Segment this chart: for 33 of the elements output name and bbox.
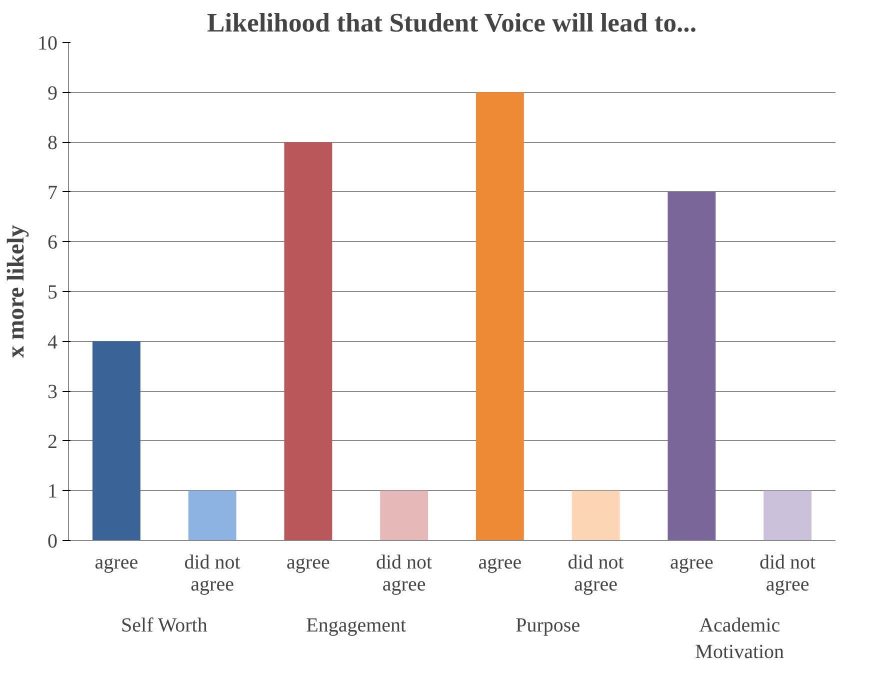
bar (380, 490, 428, 540)
y-tick-label: 4 (48, 331, 58, 354)
x-tick-label: agree (94, 552, 138, 574)
x-tick-label: agree (478, 552, 522, 574)
y-tick-label: 5 (48, 282, 58, 304)
y-tick-label: 9 (48, 82, 58, 104)
y-tick-label: 10 (38, 32, 58, 54)
x-tick-label: did not agree (760, 552, 816, 596)
text: Purpose (516, 614, 580, 636)
y-tick-label: 7 (48, 182, 58, 204)
x-tick-label: did not agree (184, 552, 241, 596)
x-tick-label: did not agree (376, 552, 433, 596)
y-tick-label: 3 (48, 381, 58, 404)
bar (764, 490, 812, 540)
bar (188, 490, 236, 540)
x-tick-label: agree (670, 552, 714, 574)
bar (92, 341, 140, 540)
y-tick-label: 1 (48, 480, 58, 503)
x-tick-label: agree (286, 552, 330, 574)
text: Academic Motivation (695, 614, 784, 663)
bar (476, 92, 524, 540)
text: Engagement (306, 614, 407, 636)
text: Self Worth (121, 614, 208, 636)
bar (572, 490, 620, 540)
y-tick-label: 8 (48, 132, 58, 154)
y-tick-label: 6 (48, 232, 58, 254)
bar (668, 192, 716, 540)
chart-title: Likelihood that Student Voice will lead to... (207, 8, 697, 38)
x-tick-label: did not agree (568, 552, 624, 596)
bar (284, 142, 332, 540)
y-tick-label: 0 (48, 530, 58, 552)
y-tick-label: 2 (48, 430, 58, 453)
y-axis-title: x more likely (4, 225, 30, 358)
